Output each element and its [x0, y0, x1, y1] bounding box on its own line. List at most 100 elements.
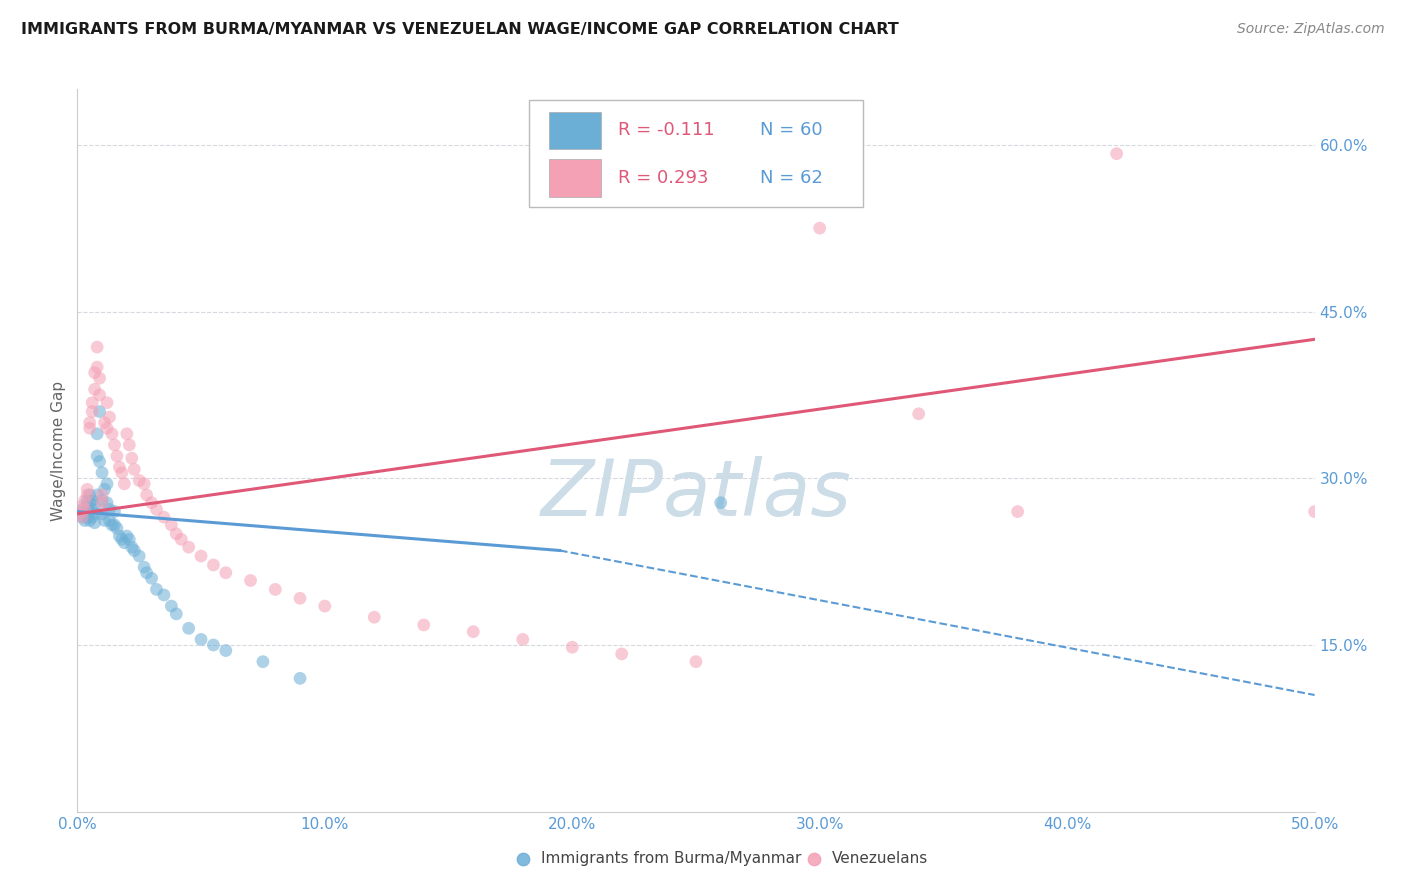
Point — [83, 516, 105, 530]
Point — [91, 488, 114, 502]
Point — [72, 510, 94, 524]
Point — [101, 517, 124, 532]
Point — [105, 449, 128, 463]
Point — [118, 533, 141, 547]
Point — [69, 507, 91, 521]
Point — [153, 510, 176, 524]
Point — [98, 514, 121, 528]
Point — [215, 643, 238, 657]
Point — [76, 488, 98, 502]
Text: ZIPatlas: ZIPatlas — [540, 456, 852, 532]
Point — [105, 521, 128, 535]
Point — [83, 499, 105, 513]
Point — [112, 535, 135, 549]
Point — [79, 421, 101, 435]
Point — [957, 877, 980, 891]
Point — [82, 404, 104, 418]
Point — [111, 533, 134, 547]
Point — [79, 505, 101, 519]
Point — [128, 549, 150, 563]
Point — [83, 507, 105, 521]
Point — [86, 360, 108, 375]
Point — [112, 476, 135, 491]
Text: Immigrants from Burma/Myanmar: Immigrants from Burma/Myanmar — [541, 851, 801, 866]
Point — [170, 533, 193, 547]
Point — [202, 638, 225, 652]
Point — [103, 517, 125, 532]
Point — [239, 574, 262, 588]
Point — [808, 221, 831, 235]
Point — [72, 499, 94, 513]
Point — [111, 466, 134, 480]
Point — [91, 507, 114, 521]
Point — [135, 488, 157, 502]
Point — [89, 454, 111, 468]
Point — [512, 632, 534, 647]
Point — [145, 582, 167, 597]
Point — [121, 451, 143, 466]
Point — [108, 460, 131, 475]
Point — [115, 426, 138, 441]
Point — [93, 416, 115, 430]
Text: R = -0.111: R = -0.111 — [619, 121, 714, 139]
Point — [91, 466, 114, 480]
Point — [73, 514, 96, 528]
Point — [288, 671, 311, 685]
Point — [215, 566, 238, 580]
Point — [76, 505, 98, 519]
Point — [252, 655, 274, 669]
Point — [165, 607, 187, 621]
Point — [153, 588, 176, 602]
Point — [91, 496, 114, 510]
Point — [89, 404, 111, 418]
Point — [96, 496, 118, 510]
Point — [121, 540, 143, 554]
Point — [685, 655, 707, 669]
Text: Source: ZipAtlas.com: Source: ZipAtlas.com — [1237, 22, 1385, 37]
Text: N = 60: N = 60 — [761, 121, 823, 139]
Point — [73, 493, 96, 508]
Point — [363, 610, 385, 624]
Text: R = 0.293: R = 0.293 — [619, 169, 709, 187]
Point — [76, 493, 98, 508]
Point — [115, 529, 138, 543]
Point — [96, 395, 118, 409]
Point — [82, 510, 104, 524]
Point — [86, 488, 108, 502]
Point — [190, 632, 212, 647]
Point — [1105, 146, 1128, 161]
Point — [1303, 505, 1326, 519]
Point — [76, 483, 98, 497]
Point — [610, 647, 633, 661]
Point — [82, 502, 104, 516]
Point — [83, 382, 105, 396]
Point — [177, 621, 200, 635]
Point — [101, 426, 124, 441]
Point — [79, 488, 101, 502]
Point — [83, 366, 105, 380]
Point — [122, 543, 145, 558]
Point — [145, 502, 167, 516]
Point — [89, 388, 111, 402]
Point — [103, 438, 125, 452]
Point — [76, 510, 98, 524]
Point — [96, 421, 118, 435]
Point — [134, 476, 156, 491]
Point — [79, 496, 101, 510]
Point — [160, 517, 183, 532]
Point — [82, 493, 104, 508]
Point — [907, 407, 929, 421]
Point — [108, 529, 131, 543]
Point — [72, 502, 94, 516]
Point — [561, 640, 583, 655]
Point — [93, 514, 115, 528]
Point — [98, 502, 121, 516]
Point — [98, 410, 121, 425]
Point — [264, 582, 287, 597]
Point — [96, 476, 118, 491]
Point — [165, 526, 187, 541]
Point — [463, 624, 485, 639]
Point — [82, 395, 104, 409]
Point — [89, 371, 111, 385]
Point — [76, 499, 98, 513]
